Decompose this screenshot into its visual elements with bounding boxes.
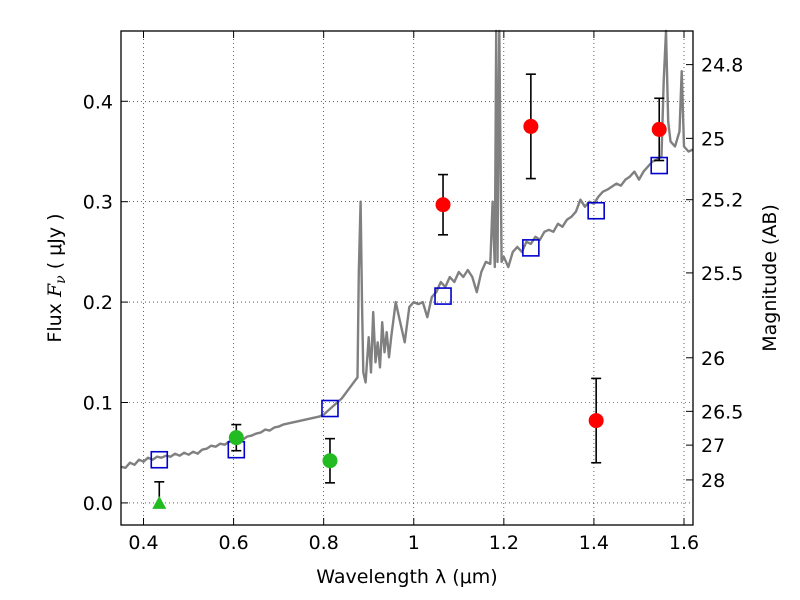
mag-tick-label-5: 26.5 (701, 401, 743, 423)
synthetic-point-3 (434, 287, 452, 305)
y-tick-label-0: 0.0 (83, 493, 113, 515)
y-axis-label: Flux Fν ( μJy ) (44, 213, 69, 342)
y-tick-label-2: 0.2 (83, 292, 113, 314)
mag-tick-label-4: 26 (701, 348, 725, 370)
x-tick-label-1: 0.6 (218, 532, 248, 554)
synthetic-point-0 (150, 450, 169, 469)
x-tick-label-2: 0.8 (309, 532, 339, 554)
plot-frame (120, 30, 694, 526)
mag-tick-label-0: 24.8 (701, 55, 743, 77)
mag-tick-label-6: 27 (701, 435, 725, 457)
y-tick-label-3: 0.3 (83, 192, 113, 214)
y-tick-label-4: 0.4 (83, 91, 113, 113)
synthetic-point-2 (321, 399, 339, 418)
x-tick-label-5: 1.4 (579, 532, 609, 554)
x-axis-label: Wavelength λ (μm) (316, 566, 497, 588)
observed-photometry (152, 118, 667, 509)
optical-point-0 (228, 430, 244, 446)
synthetic-photometry (150, 156, 669, 469)
upper-limit-point-0 (152, 495, 167, 509)
grid (121, 31, 693, 525)
mag-tick-label-2: 25.2 (701, 190, 743, 212)
x-tick-label-6: 1.6 (669, 532, 699, 554)
mag-tick-label-1: 25 (701, 128, 725, 150)
x-tick-label-3: 1 (408, 532, 420, 554)
synthetic-point-4 (522, 239, 540, 257)
detected-point-2 (588, 413, 604, 429)
optical-point-1 (322, 453, 338, 469)
magnitude-axis-label: Magnitude (AB) (759, 204, 781, 352)
x-tick-label-4: 1.2 (489, 532, 519, 554)
y-axis-ticks: 0.0 0.1 0.2 0.3 0.4 (83, 91, 128, 515)
detected-point-0 (435, 197, 451, 213)
mag-tick-label-3: 25.5 (701, 263, 743, 285)
synthetic-point-5 (587, 201, 605, 220)
x-axis-ticks: 0.4 0.6 0.8 1 1.2 1.4 1.6 (128, 31, 699, 554)
y-tick-label-1: 0.1 (83, 393, 113, 415)
model-sed-line (120, 29, 694, 469)
x-tick-label-0: 0.4 (128, 532, 158, 554)
detected-point-1 (523, 118, 539, 134)
model-sed (120, 29, 694, 469)
mag-tick-label-7: 28 (701, 470, 725, 492)
detected-point-3 (651, 121, 667, 137)
magnitude-axis-ticks: 24.8 25 25.2 25.5 26 26.5 27 28 (686, 55, 743, 492)
